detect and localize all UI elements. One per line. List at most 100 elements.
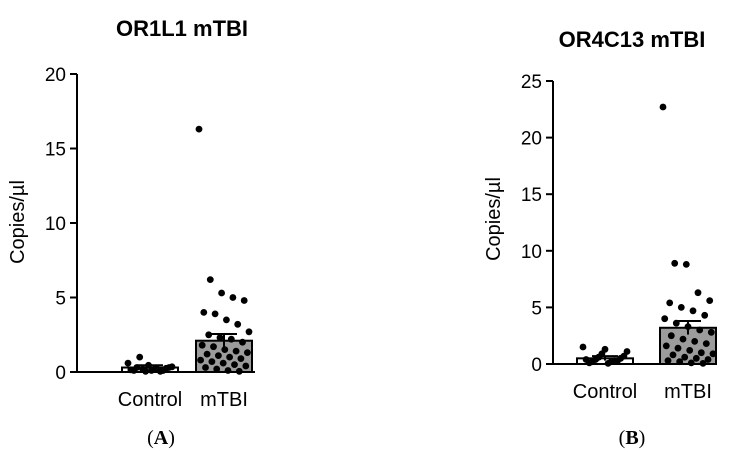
data-point-mtbi-b [681, 353, 689, 361]
data-point-mtbi-b [702, 340, 710, 347]
data-point-mtbi-a [198, 341, 206, 349]
y-axis-label-b: Copies/µl [483, 177, 505, 261]
data-point-control-a [124, 359, 132, 367]
data-point-mtbi-a [229, 294, 237, 301]
data-point-mtbi-b [692, 354, 700, 362]
y-tick-label-b: 20 [521, 129, 542, 150]
data-point-mtbi-b [666, 299, 674, 307]
panel-label-a: (A) [147, 427, 175, 449]
data-point-mtbi-b [689, 307, 697, 315]
data-point-mtbi-b [667, 332, 675, 340]
data-point-control-a [156, 367, 164, 375]
data-point-mtbi-b [691, 338, 699, 345]
y-tick-label-b: 5 [531, 298, 542, 319]
panel-b: OR4C13 mTBI Copies/µl 0 5 10 15 20 25 Control m… [483, 27, 717, 449]
data-point-mtbi-a [226, 353, 234, 361]
data-point-control-a [151, 365, 158, 373]
panel-label-b: (B) [619, 427, 646, 449]
plot-area-a: 0 5 10 15 20 Control mTBI [45, 65, 255, 411]
x-category-label-b: mTBI [664, 381, 712, 403]
data-point-mtbi-a [203, 350, 211, 358]
data-point-mtbi-a [211, 310, 219, 318]
y-tick-label-a: 10 [45, 214, 66, 235]
data-point-mtbi-a [242, 362, 250, 370]
data-point-mtbi-a [206, 276, 214, 283]
data-point-mtbi-b [672, 319, 680, 327]
data-point-mtbi-a [195, 125, 203, 133]
data-point-mtbi-a [240, 297, 248, 304]
x-category-label-a: Control [118, 389, 182, 411]
data-point-control-a [145, 361, 152, 369]
data-point-mtbi-a [245, 328, 253, 336]
data-point-mtbi-b [674, 344, 682, 352]
y-tick-label-b: 0 [531, 355, 542, 376]
data-point-mtbi-a [232, 347, 240, 355]
data-point-mtbi-b [699, 360, 707, 367]
data-point-mtbi-a [218, 289, 226, 297]
data-point-mtbi-b [709, 350, 717, 358]
data-point-control-b [582, 356, 590, 363]
data-point-mtbi-a [202, 364, 209, 371]
data-point-mtbi-a [213, 365, 221, 373]
data-point-mtbi-b [687, 359, 695, 367]
data-point-mtbi-b [694, 289, 702, 297]
data-point-mtbi-a [224, 367, 232, 374]
y-axis-label-a: Copies/µl [7, 180, 29, 264]
y-tick-label-a: 0 [55, 363, 66, 384]
y-tick-label-a: 15 [45, 140, 66, 161]
data-point-mtbi-b [661, 315, 669, 323]
data-point-mtbi-b [679, 335, 687, 343]
data-point-mtbi-a [235, 367, 243, 375]
data-point-mtbi-b [684, 323, 692, 330]
panel-label-a-letter: A [154, 427, 169, 449]
data-point-control-a [168, 363, 176, 371]
data-point-mtbi-b [686, 347, 694, 354]
data-point-control-a [162, 364, 170, 372]
data-point-mtbi-b [677, 304, 685, 311]
data-point-mtbi-b [706, 297, 714, 304]
panel-label-b-letter: B [625, 427, 638, 449]
data-point-mtbi-b [697, 349, 705, 357]
data-point-mtbi-b [701, 311, 709, 319]
data-point-mtbi-b [696, 326, 704, 334]
y-tick-label-b: 10 [521, 242, 542, 263]
data-point-mtbi-b [664, 357, 672, 364]
data-point-mtbi-a [197, 356, 205, 364]
data-point-mtbi-b [671, 259, 679, 267]
chart-title-b: OR4C13 mTBI [559, 27, 706, 52]
data-point-mtbi-a [200, 309, 208, 316]
data-point-mtbi-a [208, 358, 216, 365]
data-point-mtbi-b [659, 103, 667, 111]
data-point-mtbi-b [682, 261, 690, 268]
y-tick-label-b: 15 [521, 185, 542, 206]
data-point-mtbi-a [231, 361, 238, 368]
plot-area-b: 0 5 10 15 20 25 Control mTBI [521, 72, 717, 403]
data-point-mtbi-a [216, 334, 224, 342]
data-point-mtbi-a [237, 355, 245, 362]
data-point-mtbi-a [205, 331, 213, 339]
y-tick-label-a: 20 [45, 65, 66, 86]
data-point-mtbi-a [223, 316, 230, 324]
data-point-control-b [579, 343, 587, 351]
y-tick-label-b: 25 [521, 72, 542, 93]
data-point-mtbi-a [234, 320, 242, 328]
data-point-mtbi-b [669, 351, 677, 359]
data-point-mtbi-b [662, 342, 670, 350]
data-point-mtbi-a [239, 338, 246, 346]
x-category-label-b: Control [573, 381, 637, 403]
y-tick-label-a: 5 [55, 289, 66, 310]
chart-title-a: OR1L1 mTBI [116, 16, 248, 41]
data-point-mtbi-a [210, 343, 217, 351]
data-point-mtbi-a [221, 346, 229, 353]
data-point-mtbi-a [215, 352, 222, 359]
panel-a: OR1L1 mTBI Copies/µl 0 5 10 15 20 Control mTBI… [7, 16, 255, 449]
data-point-mtbi-a [219, 359, 227, 367]
data-point-control-a [142, 367, 150, 375]
data-point-control-a [136, 353, 144, 361]
data-point-mtbi-a [244, 349, 251, 356]
data-point-mtbi-b [707, 328, 715, 336]
x-category-label-a: mTBI [200, 389, 248, 411]
data-point-control-a [130, 367, 138, 374]
data-point-mtbi-a [227, 335, 235, 343]
